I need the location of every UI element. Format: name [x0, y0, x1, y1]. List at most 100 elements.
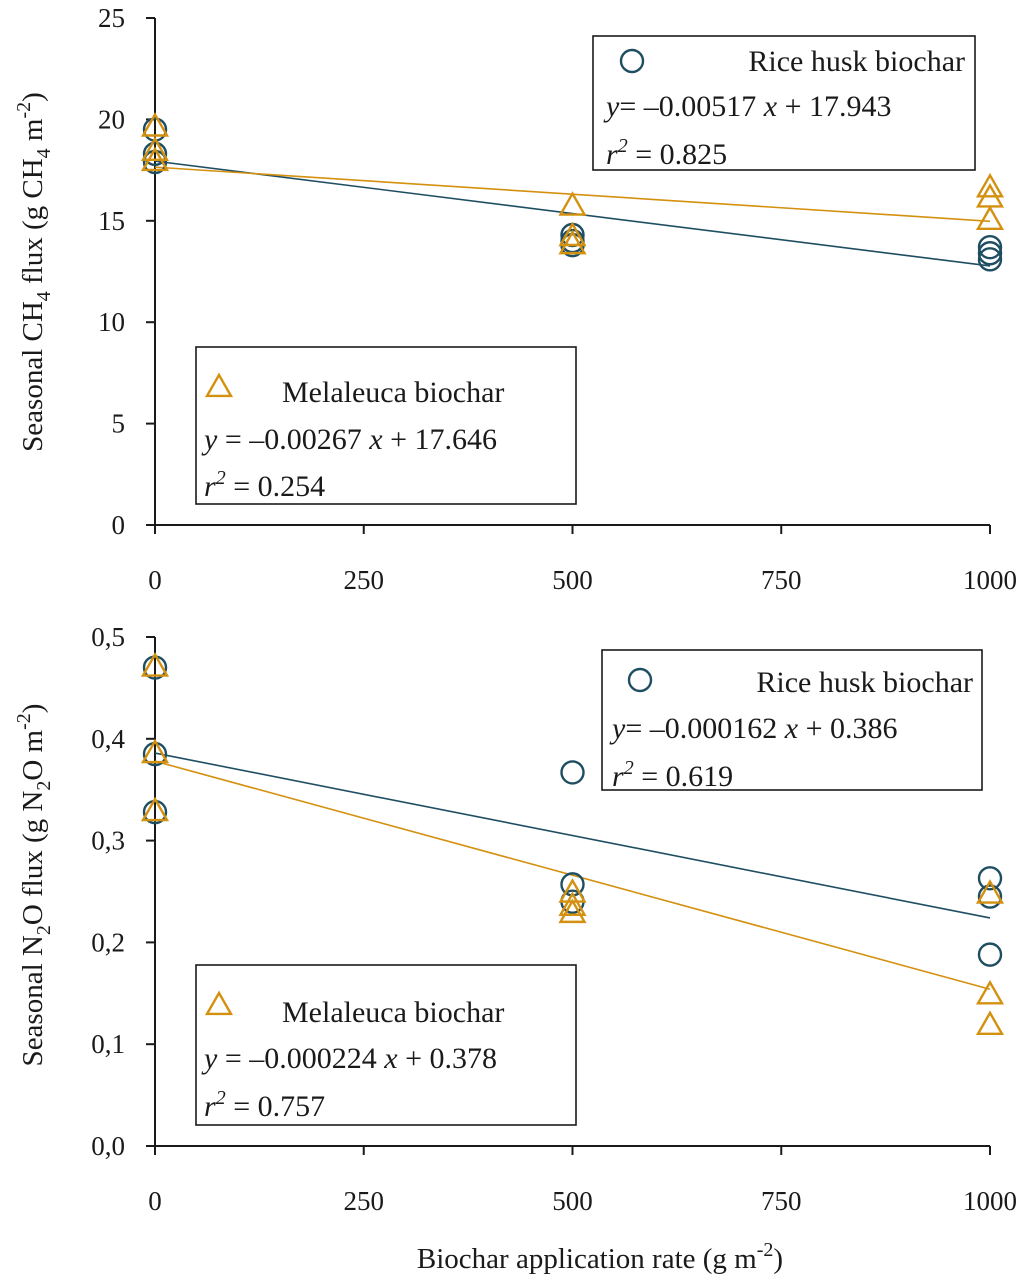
y-tick-label: 0,2: [91, 927, 125, 957]
legend-equation: y= –0.00517 x + 17.943: [603, 90, 892, 123]
y-title-part: m: [17, 118, 49, 148]
legend-frame: [195, 346, 577, 505]
melaleuca-data-point: [140, 796, 170, 822]
x-tick-label: 750: [761, 1186, 802, 1216]
y-title-part: O flux (g N: [17, 791, 49, 926]
melaleuca-data-point: [975, 205, 1005, 230]
melaleuca-data-point: [558, 221, 587, 247]
y-title-subscript: 4: [33, 291, 55, 301]
y-title-part: O m: [17, 729, 49, 780]
y-title-part: Seasonal N: [17, 935, 49, 1066]
melaleuca-data-point: [558, 191, 587, 216]
x-tick-label: 500: [552, 1186, 593, 1216]
y-tick-label: 15: [98, 206, 125, 236]
rice-husk-data-point: [977, 241, 1003, 266]
y-tick-label: 5: [112, 409, 126, 439]
legend-frame: [592, 35, 976, 171]
y-title-part: ): [17, 92, 49, 102]
equation-rhs: = –0.00267: [217, 423, 369, 456]
fit-line-triangle: [154, 760, 991, 990]
equation-x: x: [784, 712, 799, 745]
r2-value: = 0.254: [226, 470, 325, 503]
legend-r-squared: r2 = 0.619: [612, 757, 733, 793]
equation-y: y: [201, 1042, 218, 1075]
x-tick-label: 1000: [963, 1186, 1017, 1216]
y-tick-label: 10: [98, 307, 125, 337]
legend-frame: [601, 649, 983, 791]
legend-series-name: Melaleuca biochar: [282, 376, 504, 409]
r2-superscript: 2: [624, 757, 634, 779]
n2o-flux-panel: 0 250 500 750 1000 0,0 0,1 0,2 0,3 0,4 0,5 Seasonal…: [13, 622, 1017, 1275]
x-tick-label: 0: [148, 1186, 162, 1216]
melaleuca-data-point: [140, 146, 170, 172]
legend-symbol: [627, 667, 653, 693]
y-title-superscript: -2: [13, 713, 35, 730]
y-title-part: Seasonal CH: [17, 301, 49, 452]
x-title-superscript: -2: [757, 1239, 774, 1261]
fit-line-circle: [154, 752, 991, 919]
legend-series-name: Rice husk biochar: [756, 666, 973, 699]
legend-equation: y = –0.00267 x + 17.646: [201, 423, 497, 456]
r2-value: = 0.757: [226, 1090, 325, 1123]
legend-equation: y= –0.000162 x + 0.386: [609, 712, 898, 745]
legend-symbol: [204, 990, 234, 1016]
r2-superscript: 2: [618, 135, 628, 157]
melaleuca-data-point: [975, 1010, 1005, 1036]
melaleuca-data-point: [975, 879, 1005, 904]
y-tick-label: 0,0: [91, 1131, 125, 1161]
r2-r: r: [204, 470, 216, 503]
x-tick-label: 750: [761, 565, 802, 595]
r2-superscript: 2: [216, 1087, 226, 1109]
legend-box-rice-husk: Rice husk biochar y= –0.000162 x + 0.386 r…: [601, 649, 983, 793]
rice-husk-data-point: [977, 942, 1003, 967]
y-tick-label: 0,4: [91, 724, 125, 754]
equation-y: y: [201, 423, 218, 456]
y-tick-label: 0,1: [91, 1029, 125, 1059]
r2-value: = 0.825: [628, 138, 727, 171]
melaleuca-data-point: [140, 112, 170, 137]
melaleuca-data-point: [975, 979, 1005, 1005]
y-tick-label: 0: [112, 510, 126, 540]
y-tick-label: 25: [98, 3, 125, 33]
equation-y: y: [609, 712, 626, 745]
equation-x: x: [763, 90, 778, 123]
equation-tail: + 0.378: [398, 1042, 497, 1075]
melaleuca-data-point: [140, 136, 170, 162]
y-tick-label: 0,5: [91, 622, 125, 652]
melaleuca-data-point: [558, 891, 587, 916]
y-title-part: ): [17, 704, 49, 714]
equation-rhs: = –0.000162: [625, 712, 784, 745]
rice-husk-data-point: [977, 247, 1003, 272]
x-tick-label: 1000: [963, 565, 1017, 595]
legend-box-rice-husk: Rice husk biochar y= –0.00517 x + 17.943 r…: [592, 35, 976, 171]
melaleuca-data-point: [558, 229, 587, 255]
y-title-part: flux (g CH: [17, 158, 49, 291]
y-title-subscript: 4: [33, 148, 55, 158]
equation-tail: + 0.386: [798, 712, 897, 745]
melaleuca-data-point: [140, 738, 170, 764]
equation-rhs: = –0.000224: [217, 1042, 384, 1075]
equation-y: y: [603, 90, 620, 123]
r2-r: r: [612, 760, 624, 793]
x-axis-title: Biochar application rate (g m-2): [417, 1239, 783, 1275]
r2-superscript: 2: [216, 467, 226, 489]
legend-series-name: Rice husk biochar: [748, 45, 965, 78]
legend-r-squared: r2 = 0.757: [204, 1087, 325, 1123]
y-tick-label: 20: [98, 104, 125, 134]
r2-value: = 0.619: [634, 760, 733, 793]
rice-husk-data-point: [977, 884, 1003, 909]
equation-tail: + 17.943: [777, 90, 891, 123]
legend-box-melaleuca: Melaleuca biochar y = –0.00267 x + 17.646…: [195, 346, 577, 505]
legend-box-melaleuca: Melaleuca biochar y = –0.000224 x + 0.378…: [195, 964, 577, 1126]
r2-r: r: [606, 138, 618, 171]
y-title-subscript: 2: [33, 781, 55, 791]
y-tick-label: 0,3: [91, 826, 125, 856]
x-tick-label: 250: [344, 1186, 385, 1216]
melaleuca-data-point: [558, 898, 587, 924]
legend-series-name: Melaleuca biochar: [282, 996, 504, 1029]
rice-husk-data-point: [560, 760, 585, 785]
legend-r-squared: r2 = 0.254: [204, 467, 325, 503]
x-tick-label: 500: [552, 565, 593, 595]
